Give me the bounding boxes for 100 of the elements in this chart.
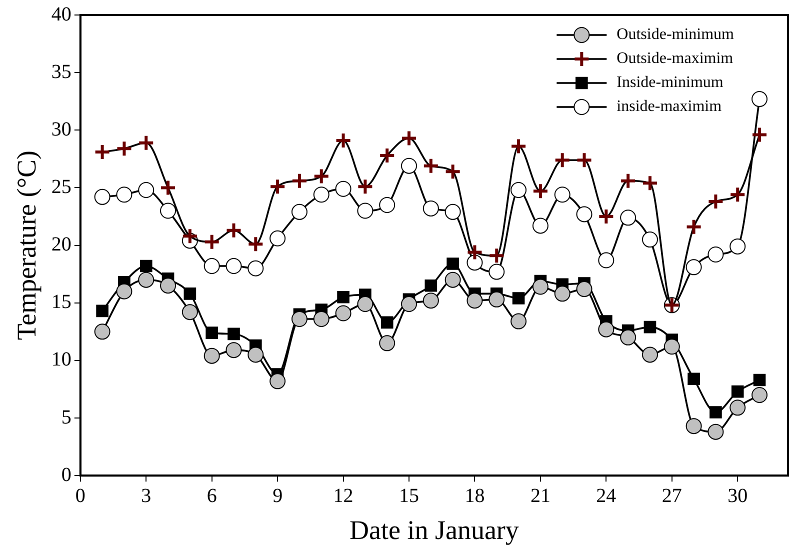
y-tick-label: 15 <box>51 291 72 314</box>
x-tick-label: 21 <box>530 484 550 507</box>
y-tick-label: 0 <box>61 464 72 486</box>
point <box>686 259 702 276</box>
point <box>94 188 110 205</box>
y-tick-label: 40 <box>51 3 72 26</box>
point <box>181 228 198 245</box>
point <box>444 204 461 220</box>
point <box>206 326 218 339</box>
point <box>313 186 330 203</box>
point <box>752 91 768 108</box>
point <box>488 264 505 280</box>
point <box>313 310 330 327</box>
point <box>379 197 396 213</box>
point <box>729 186 746 204</box>
point <box>226 342 242 358</box>
point <box>512 292 525 304</box>
legend-label: Outside-minimum <box>616 26 735 44</box>
point <box>707 193 724 210</box>
point <box>291 310 308 327</box>
point <box>466 292 483 309</box>
point <box>510 182 527 198</box>
point <box>510 313 527 330</box>
point <box>379 335 396 352</box>
y-tick-label: 10 <box>51 348 72 371</box>
point <box>708 246 724 263</box>
point <box>204 258 220 274</box>
point <box>710 406 722 418</box>
point <box>337 290 350 304</box>
point <box>730 238 746 254</box>
point <box>270 230 286 246</box>
x-tick-label: 24 <box>596 484 616 507</box>
point <box>138 134 155 152</box>
y-tick-label: 20 <box>51 234 72 256</box>
x-tick-label: 30 <box>728 484 748 507</box>
point <box>94 144 111 161</box>
point <box>688 372 700 386</box>
point <box>752 386 768 403</box>
point <box>424 279 438 292</box>
point <box>140 260 152 272</box>
x-tick-label: 12 <box>333 484 354 507</box>
point <box>248 346 264 363</box>
point <box>116 186 132 203</box>
point <box>576 152 593 169</box>
point <box>708 424 724 440</box>
point <box>116 140 133 158</box>
point <box>532 182 549 200</box>
y-tick-label: 30 <box>51 118 72 140</box>
x-tick-label: 18 <box>464 484 485 507</box>
y-tick-label: 5 <box>61 406 72 428</box>
point <box>357 296 374 312</box>
point <box>182 304 198 320</box>
point <box>422 292 439 309</box>
x-tick-label: 27 <box>662 484 682 507</box>
point <box>357 202 374 219</box>
x-tick-label: 15 <box>399 484 420 507</box>
point <box>160 278 176 294</box>
point <box>422 157 440 174</box>
point <box>335 180 352 197</box>
y-tick-label: 25 <box>51 176 72 198</box>
point <box>686 418 702 434</box>
point <box>290 172 308 190</box>
point <box>291 204 308 220</box>
point <box>532 278 548 295</box>
point <box>664 338 680 355</box>
point <box>380 316 394 329</box>
point <box>116 283 132 300</box>
point <box>225 222 242 239</box>
point <box>642 232 658 248</box>
point <box>620 210 636 226</box>
point <box>444 272 461 288</box>
point <box>642 346 658 363</box>
point <box>446 258 459 270</box>
point <box>96 304 108 318</box>
point <box>138 272 154 288</box>
point <box>401 296 418 312</box>
x-tick-label: 0 <box>75 484 86 507</box>
point <box>731 385 744 398</box>
x-tick-label: 9 <box>272 484 283 507</box>
point <box>401 158 418 174</box>
y-tick-label: 35 <box>51 60 72 83</box>
point <box>228 328 240 340</box>
x-tick-label: 3 <box>141 484 152 507</box>
point <box>598 208 615 226</box>
point <box>644 320 656 334</box>
point <box>510 138 528 155</box>
point <box>641 174 658 192</box>
point <box>247 236 264 253</box>
point <box>184 288 196 300</box>
point <box>444 163 462 180</box>
point <box>554 186 570 203</box>
point <box>248 260 264 276</box>
point <box>356 178 374 196</box>
point <box>466 244 484 261</box>
point <box>488 291 505 308</box>
point <box>334 132 352 150</box>
point <box>203 233 220 250</box>
point <box>466 254 483 271</box>
x-axis-title: Date in January <box>349 514 520 545</box>
point <box>422 200 439 216</box>
